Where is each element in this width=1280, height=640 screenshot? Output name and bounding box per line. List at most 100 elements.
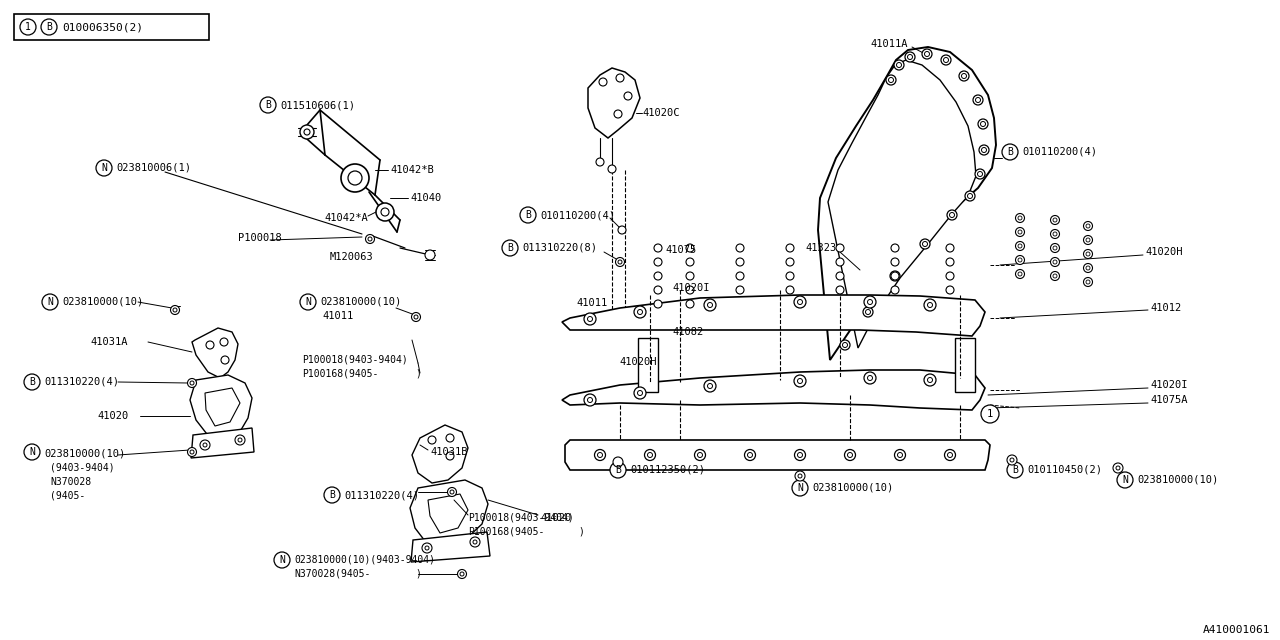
Circle shape [220,338,228,346]
Text: 023810000(10): 023810000(10) [44,449,125,459]
Circle shape [1051,271,1060,280]
FancyBboxPatch shape [14,14,209,40]
Circle shape [1053,274,1057,278]
Circle shape [1117,472,1133,488]
Text: (9403-9404): (9403-9404) [50,463,115,473]
Polygon shape [205,388,241,426]
Circle shape [945,449,955,461]
Circle shape [1053,246,1057,250]
Circle shape [840,340,850,350]
Circle shape [686,286,694,294]
Text: P100018: P100018 [238,233,282,243]
Circle shape [24,444,40,460]
Circle shape [654,244,662,252]
Circle shape [836,272,844,280]
Text: 011310220(4): 011310220(4) [344,490,419,500]
Circle shape [445,452,454,460]
Polygon shape [562,295,986,336]
Circle shape [794,296,806,308]
Circle shape [645,449,655,461]
Text: 010110200(4): 010110200(4) [1021,147,1097,157]
Circle shape [891,244,899,252]
Text: B: B [329,490,335,500]
Circle shape [888,77,893,83]
Circle shape [864,296,876,308]
Text: 1: 1 [987,409,993,419]
Circle shape [324,487,340,503]
Circle shape [1051,257,1060,266]
Circle shape [428,436,436,444]
Text: ): ) [579,526,584,536]
Circle shape [413,315,419,319]
Text: 011310220(8): 011310220(8) [522,243,596,253]
Circle shape [1010,458,1014,462]
Polygon shape [562,370,986,410]
Circle shape [891,286,899,294]
Text: B: B [46,22,52,32]
Circle shape [613,457,623,467]
Circle shape [950,212,955,218]
Text: 41031B: 41031B [430,447,467,457]
Circle shape [594,449,605,461]
Circle shape [1053,232,1057,236]
Polygon shape [428,494,468,533]
Circle shape [978,119,988,129]
Text: N: N [47,297,52,307]
Circle shape [236,435,244,445]
Circle shape [1083,236,1093,244]
Circle shape [975,169,986,179]
Circle shape [1085,266,1091,270]
Text: 010110450(2): 010110450(2) [1027,465,1102,475]
Circle shape [795,471,805,481]
Circle shape [445,434,454,442]
Circle shape [599,78,607,86]
Circle shape [943,58,948,63]
Circle shape [608,165,616,173]
Circle shape [905,52,915,62]
Text: 41020H: 41020H [1146,247,1183,257]
Text: 023810000(10): 023810000(10) [1137,475,1219,485]
Circle shape [845,449,855,461]
Circle shape [422,543,433,553]
Circle shape [895,449,905,461]
Circle shape [698,452,703,458]
Text: 41020: 41020 [97,411,128,421]
Circle shape [920,239,931,249]
Text: 023810000(10)(9403-9404): 023810000(10)(9403-9404) [294,555,435,565]
Circle shape [1051,243,1060,253]
Circle shape [654,272,662,280]
Circle shape [924,51,929,56]
Polygon shape [637,338,658,392]
Circle shape [695,449,705,461]
Polygon shape [192,328,238,378]
Circle shape [425,250,435,260]
Text: 41075A: 41075A [1149,395,1188,405]
Text: 41020H: 41020H [620,357,657,367]
Circle shape [173,308,177,312]
Circle shape [968,193,973,198]
Circle shape [708,383,713,388]
Circle shape [187,378,197,387]
Circle shape [616,257,625,266]
Circle shape [1002,144,1018,160]
Circle shape [704,299,716,311]
Circle shape [1116,466,1120,470]
Polygon shape [564,440,989,470]
Circle shape [704,380,716,392]
Circle shape [982,147,987,152]
Text: 41323: 41323 [805,243,836,253]
Text: P100168(9405-: P100168(9405- [302,368,379,378]
Circle shape [847,452,852,458]
Text: 011510606(1): 011510606(1) [280,100,355,110]
Circle shape [1085,224,1091,228]
Circle shape [886,75,896,85]
Text: N: N [305,297,311,307]
Text: 41020I: 41020I [1149,380,1188,390]
Circle shape [924,299,936,311]
Text: 010006350(2): 010006350(2) [61,22,143,32]
Circle shape [975,97,980,102]
Circle shape [1007,455,1018,465]
Circle shape [1085,280,1091,284]
Circle shape [637,310,643,314]
Circle shape [947,210,957,220]
